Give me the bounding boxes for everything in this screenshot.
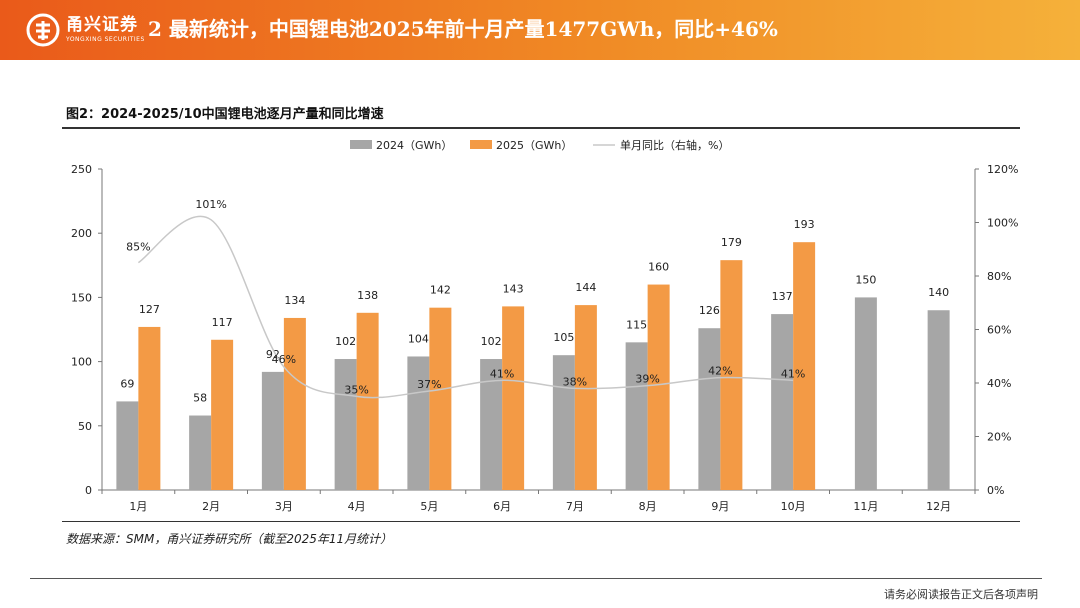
- legend-swatch-2024: [350, 140, 372, 149]
- bar-2024-label: 137: [772, 290, 793, 303]
- bar-2024: [480, 359, 503, 490]
- yoy-label: 85%: [126, 241, 150, 254]
- legend-swatch-2025: [470, 140, 492, 149]
- bar-2024: [407, 356, 430, 490]
- yoy-label: 46%: [272, 353, 296, 366]
- footer-disclaimer: 请务必阅读报告正文后各项声明: [884, 588, 1038, 601]
- y-left-tick-label: 100: [71, 356, 92, 369]
- bar-2025: [356, 312, 379, 490]
- y-left-tick-label: 150: [71, 291, 92, 304]
- x-tick-label: 1月: [129, 500, 147, 513]
- yoy-label: 41%: [781, 367, 805, 380]
- x-tick-label: 12月: [926, 500, 951, 513]
- figure-bottom-rule: [62, 521, 1020, 522]
- bar-2024: [552, 355, 575, 490]
- y-right-tick-label: 120%: [987, 163, 1018, 176]
- y-left-tick-label: 0: [85, 484, 92, 497]
- bar-2024-label: 58: [193, 392, 207, 405]
- bar-2025: [138, 326, 161, 490]
- legend-label-2024: 2024（GWh）: [376, 139, 452, 152]
- bar-2024: [116, 401, 139, 490]
- bar-2024: [771, 314, 794, 490]
- legend-label-yoy: 单月同比（右轴，%）: [620, 138, 729, 152]
- yoy-label: 42%: [708, 365, 732, 378]
- report-header: 甬兴证券 YONGXING SECURITIES 2 最新统计，中国锂电池202…: [0, 0, 1080, 60]
- bar-2025-label: 142: [430, 284, 451, 297]
- bar-2024: [927, 310, 950, 490]
- y-right-tick-label: 80%: [987, 270, 1011, 283]
- bar-2025-label: 179: [721, 236, 742, 249]
- brand-name-cn: 甬兴证券: [66, 15, 138, 35]
- yoy-label: 101%: [195, 198, 226, 211]
- bar-2024: [189, 415, 212, 490]
- bar-2024-label: 104: [408, 332, 429, 345]
- bar-2024-label: 115: [626, 318, 647, 331]
- footer-rule: [30, 578, 1042, 579]
- bar-2024-label: 102: [335, 335, 356, 348]
- legend-label-2025: 2025（GWh）: [496, 139, 572, 152]
- bar-2025: [793, 242, 816, 490]
- yoy-label: 35%: [344, 383, 368, 396]
- x-tick-label: 10月: [781, 500, 806, 513]
- bar-2024-label: 69: [120, 377, 134, 390]
- y-left-tick-label: 200: [71, 227, 92, 240]
- x-tick-label: 6月: [493, 500, 511, 513]
- bar-2024-label: 92: [266, 348, 280, 361]
- brand-name-en: YONGXING SECURITIES: [66, 36, 145, 43]
- x-tick-label: 3月: [275, 500, 293, 513]
- data-source: 数据来源：SMM，甬兴证券研究所（截至2025年11月统计）: [66, 532, 393, 546]
- bar-2024-label: 105: [553, 331, 574, 344]
- bar-2025: [429, 307, 452, 490]
- y-left-tick-label: 50: [78, 420, 92, 433]
- yoy-label: 37%: [417, 378, 441, 391]
- bar-2025-label: 117: [212, 316, 233, 329]
- bar-2024-label: 140: [928, 286, 949, 299]
- yoy-label: 41%: [490, 367, 514, 380]
- bar-2024: [698, 328, 721, 490]
- page-title: 2 最新统计，中国锂电池2025年前十月产量1477GWh，同比+46%: [148, 17, 778, 41]
- bar-2025-label: 193: [794, 218, 815, 231]
- bar-2024-label: 126: [699, 304, 720, 317]
- bar-2025-label: 134: [284, 294, 305, 307]
- bar-2025: [283, 317, 306, 490]
- bar-2025: [502, 306, 525, 490]
- yoy-line: [137, 215, 794, 399]
- figure-top-rule: [62, 127, 1020, 129]
- x-tick-label: 4月: [348, 500, 366, 513]
- bar-2024: [854, 297, 877, 490]
- x-tick-label: 8月: [639, 500, 657, 513]
- bar-2025: [720, 260, 743, 490]
- bar-2025-label: 143: [503, 282, 524, 295]
- x-tick-label: 2月: [202, 500, 220, 513]
- y-right-tick-label: 20%: [987, 431, 1011, 444]
- brand-logo: 甬兴证券 YONGXING SECURITIES: [26, 12, 145, 48]
- bar-2024: [625, 342, 648, 490]
- x-tick-label: 11月: [853, 500, 878, 513]
- bar-2024: [261, 371, 284, 490]
- bar-2024-label: 102: [481, 335, 502, 348]
- bar-2025-label: 160: [648, 261, 669, 274]
- bar-2025-label: 127: [139, 303, 160, 316]
- x-tick-label: 7月: [566, 500, 584, 513]
- bar-2025-label: 138: [357, 289, 378, 302]
- y-right-tick-label: 100%: [987, 217, 1018, 230]
- bar-2024-label: 150: [855, 273, 876, 286]
- yoy-label: 39%: [635, 373, 659, 386]
- bar-2025: [647, 284, 670, 490]
- y-right-tick-label: 40%: [987, 377, 1011, 390]
- bar-2025: [211, 339, 234, 490]
- yoy-label: 38%: [563, 375, 587, 388]
- figure-title: 图2：2024-2025/10中国锂电池逐月产量和同比增速: [66, 107, 384, 122]
- y-right-tick-label: 60%: [987, 324, 1011, 337]
- brand-logo-icon: [26, 13, 60, 47]
- bar-2025-label: 144: [575, 281, 596, 294]
- bar-2024: [334, 359, 357, 490]
- y-left-tick-label: 250: [71, 163, 92, 176]
- x-tick-label: 5月: [420, 500, 438, 513]
- y-right-tick-label: 0%: [987, 484, 1004, 497]
- bar-2025: [574, 305, 597, 490]
- x-tick-label: 9月: [711, 500, 729, 513]
